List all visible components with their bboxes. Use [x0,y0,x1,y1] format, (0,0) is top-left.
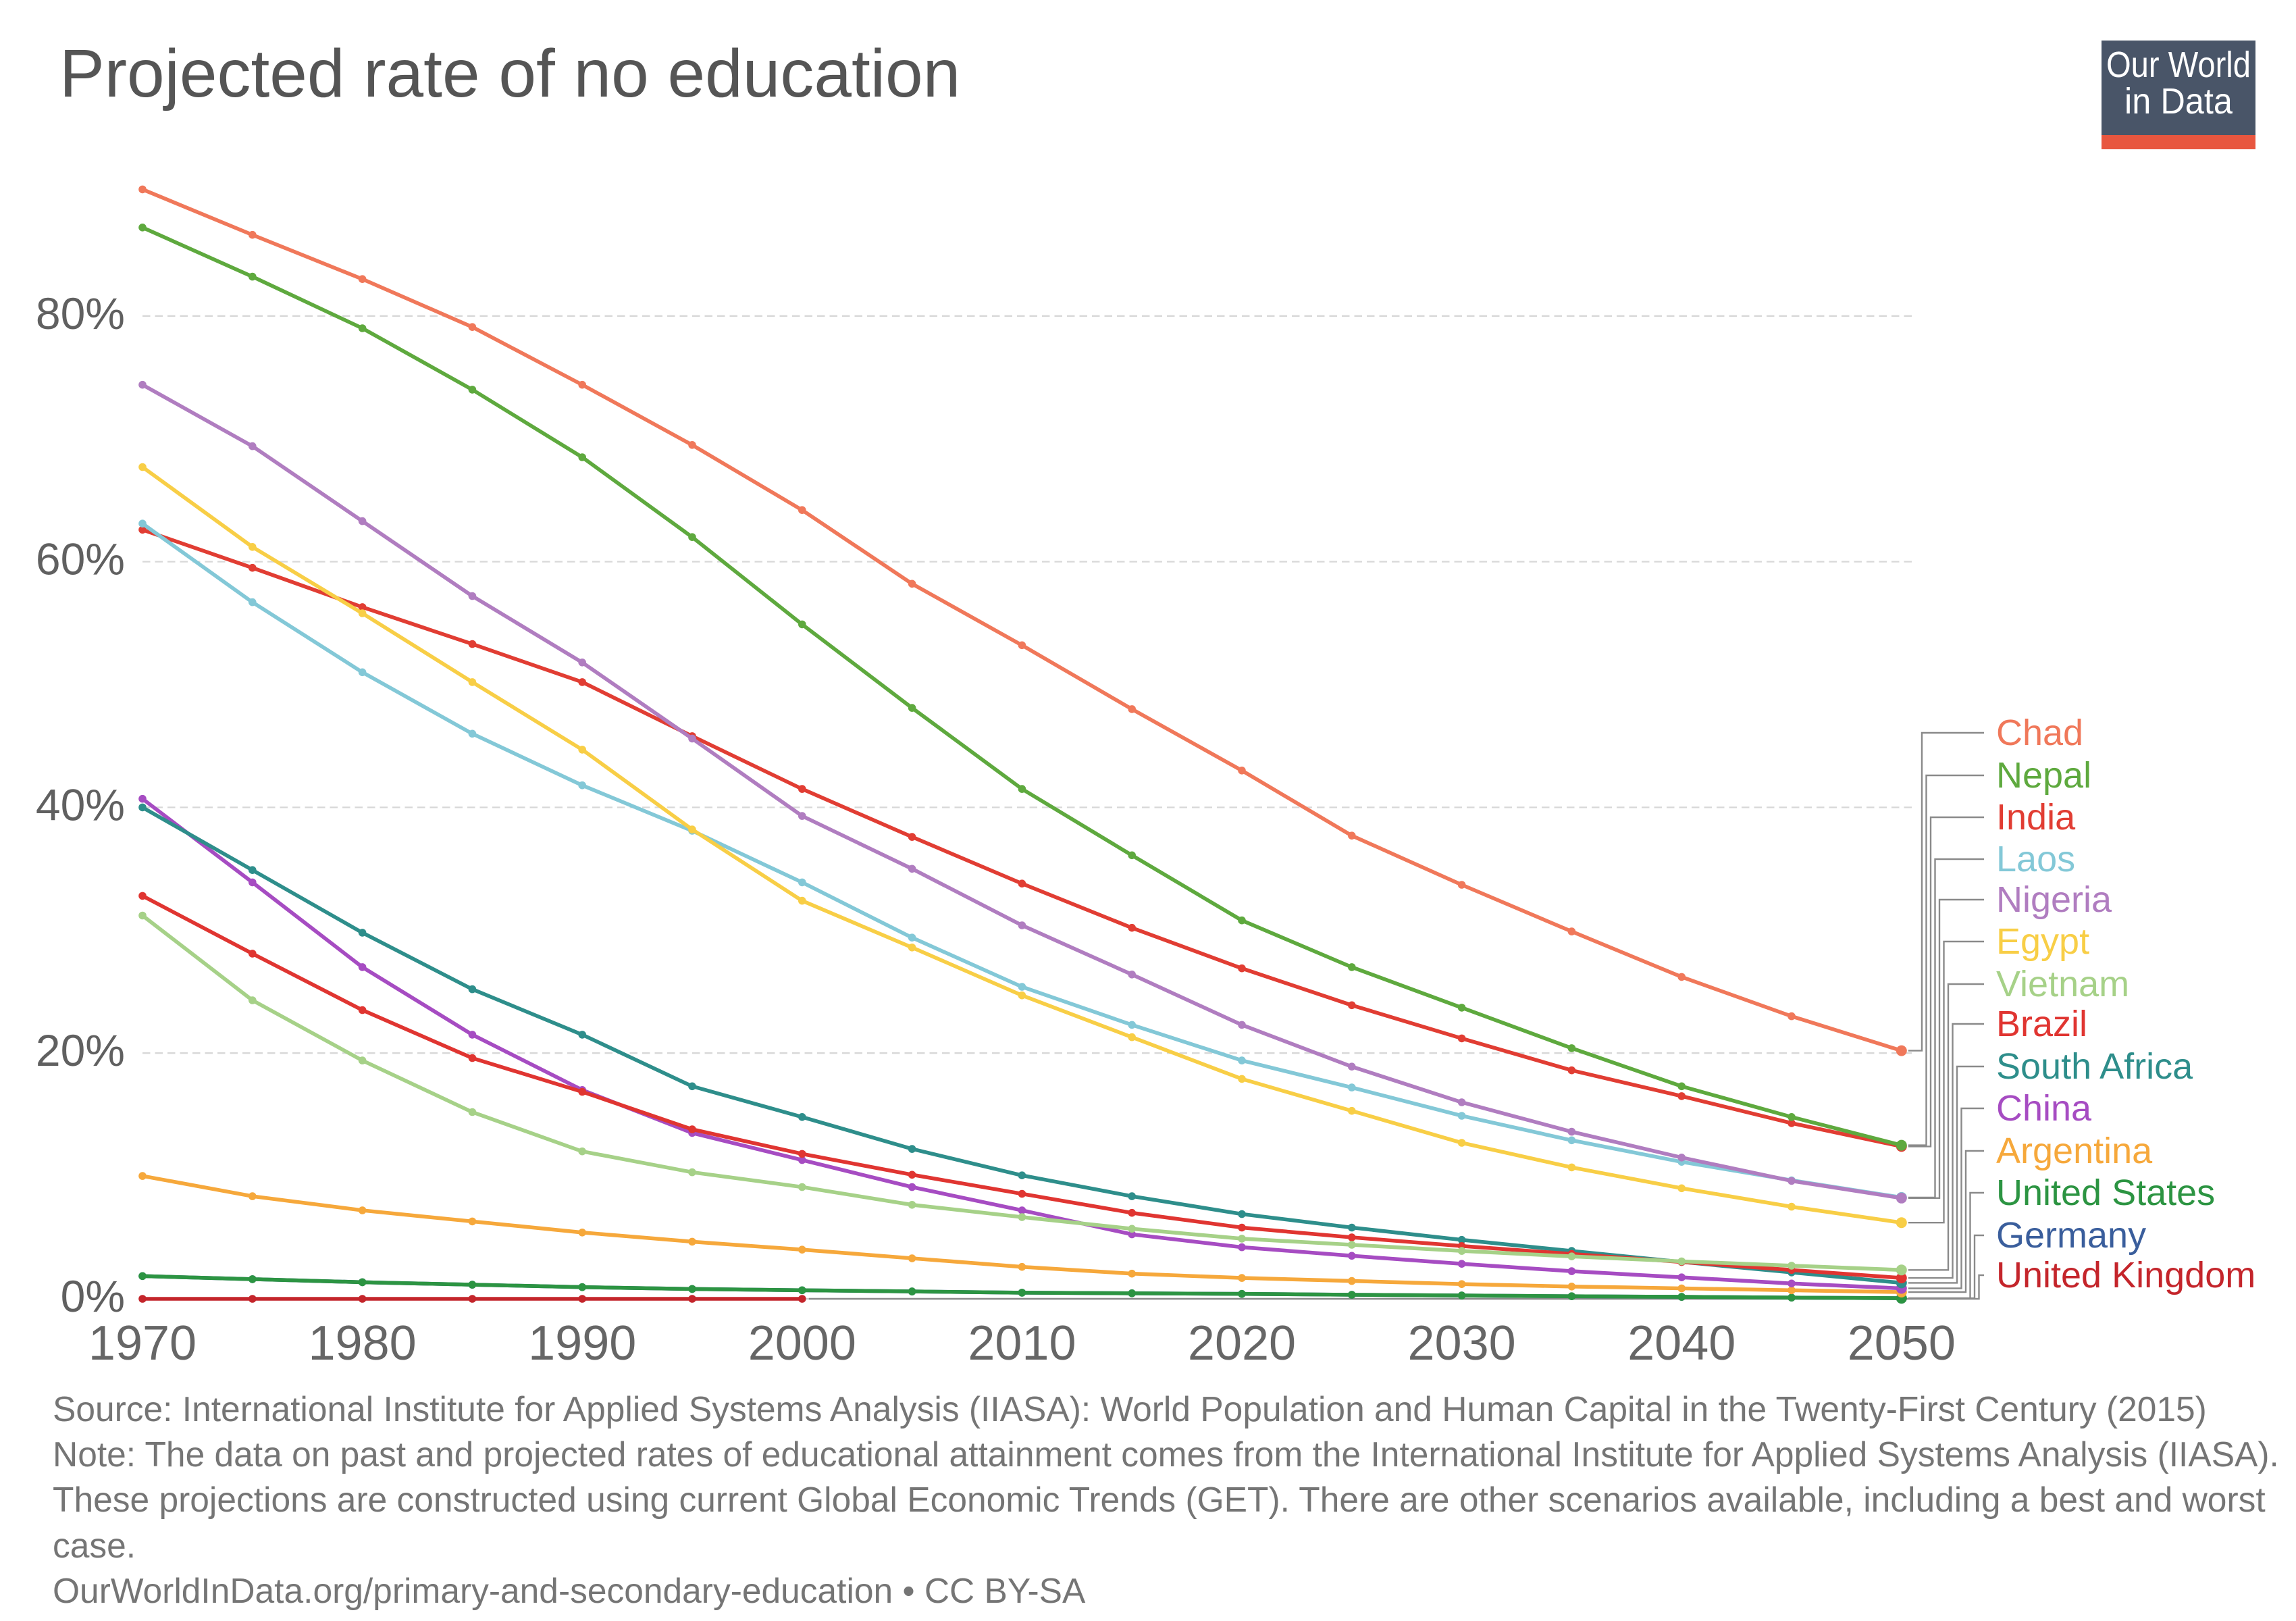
svg-text:2040: 2040 [1627,1316,1736,1370]
svg-text:Source: International Institut: Source: International Institute for Appl… [53,1389,2207,1429]
svg-text:2020: 2020 [1188,1316,1296,1370]
svg-text:2010: 2010 [968,1316,1076,1370]
svg-text:United States: United States [1996,1173,2215,1213]
svg-text:Egypt: Egypt [1996,921,2089,962]
svg-text:Note: The data on past and pro: Note: The data on past and projected rat… [53,1435,2279,1474]
svg-text:Nigeria: Nigeria [1996,879,2112,920]
svg-text:60%: 60% [36,534,125,584]
svg-text:Germany: Germany [1996,1215,2146,1256]
svg-text:1970: 1970 [88,1316,197,1370]
svg-text:0%: 0% [61,1271,125,1321]
svg-text:Projected rate of no education: Projected rate of no education [59,36,960,111]
svg-text:in Data: in Data [2124,81,2233,122]
svg-text:Brazil: Brazil [1996,1004,2087,1044]
svg-text:Nepal: Nepal [1996,755,2091,796]
svg-text:2030: 2030 [1408,1316,1516,1370]
svg-text:1980: 1980 [309,1316,417,1370]
svg-text:2000: 2000 [748,1316,856,1370]
svg-text:2050: 2050 [1848,1316,1956,1370]
svg-text:OurWorldInData.org/primary-and: OurWorldInData.org/primary-and-secondary… [53,1571,1086,1610]
svg-text:80%: 80% [36,288,125,338]
svg-text:Argentina: Argentina [1996,1131,2153,1171]
svg-text:Laos: Laos [1996,839,2075,879]
svg-text:case.: case. [53,1526,136,1565]
svg-text:India: India [1996,797,2076,838]
svg-text:These projections are construc: These projections are constructed using … [53,1480,2266,1519]
svg-text:Our World: Our World [2106,45,2251,85]
svg-text:United Kingdom: United Kingdom [1996,1255,2255,1295]
svg-text:20%: 20% [36,1025,125,1075]
svg-text:1990: 1990 [528,1316,636,1370]
svg-text:Vietnam: Vietnam [1996,964,2129,1004]
svg-text:China: China [1996,1088,2092,1129]
svg-text:40%: 40% [36,779,125,829]
svg-text:South Africa: South Africa [1996,1046,2193,1087]
svg-text:Chad: Chad [1996,713,2083,753]
